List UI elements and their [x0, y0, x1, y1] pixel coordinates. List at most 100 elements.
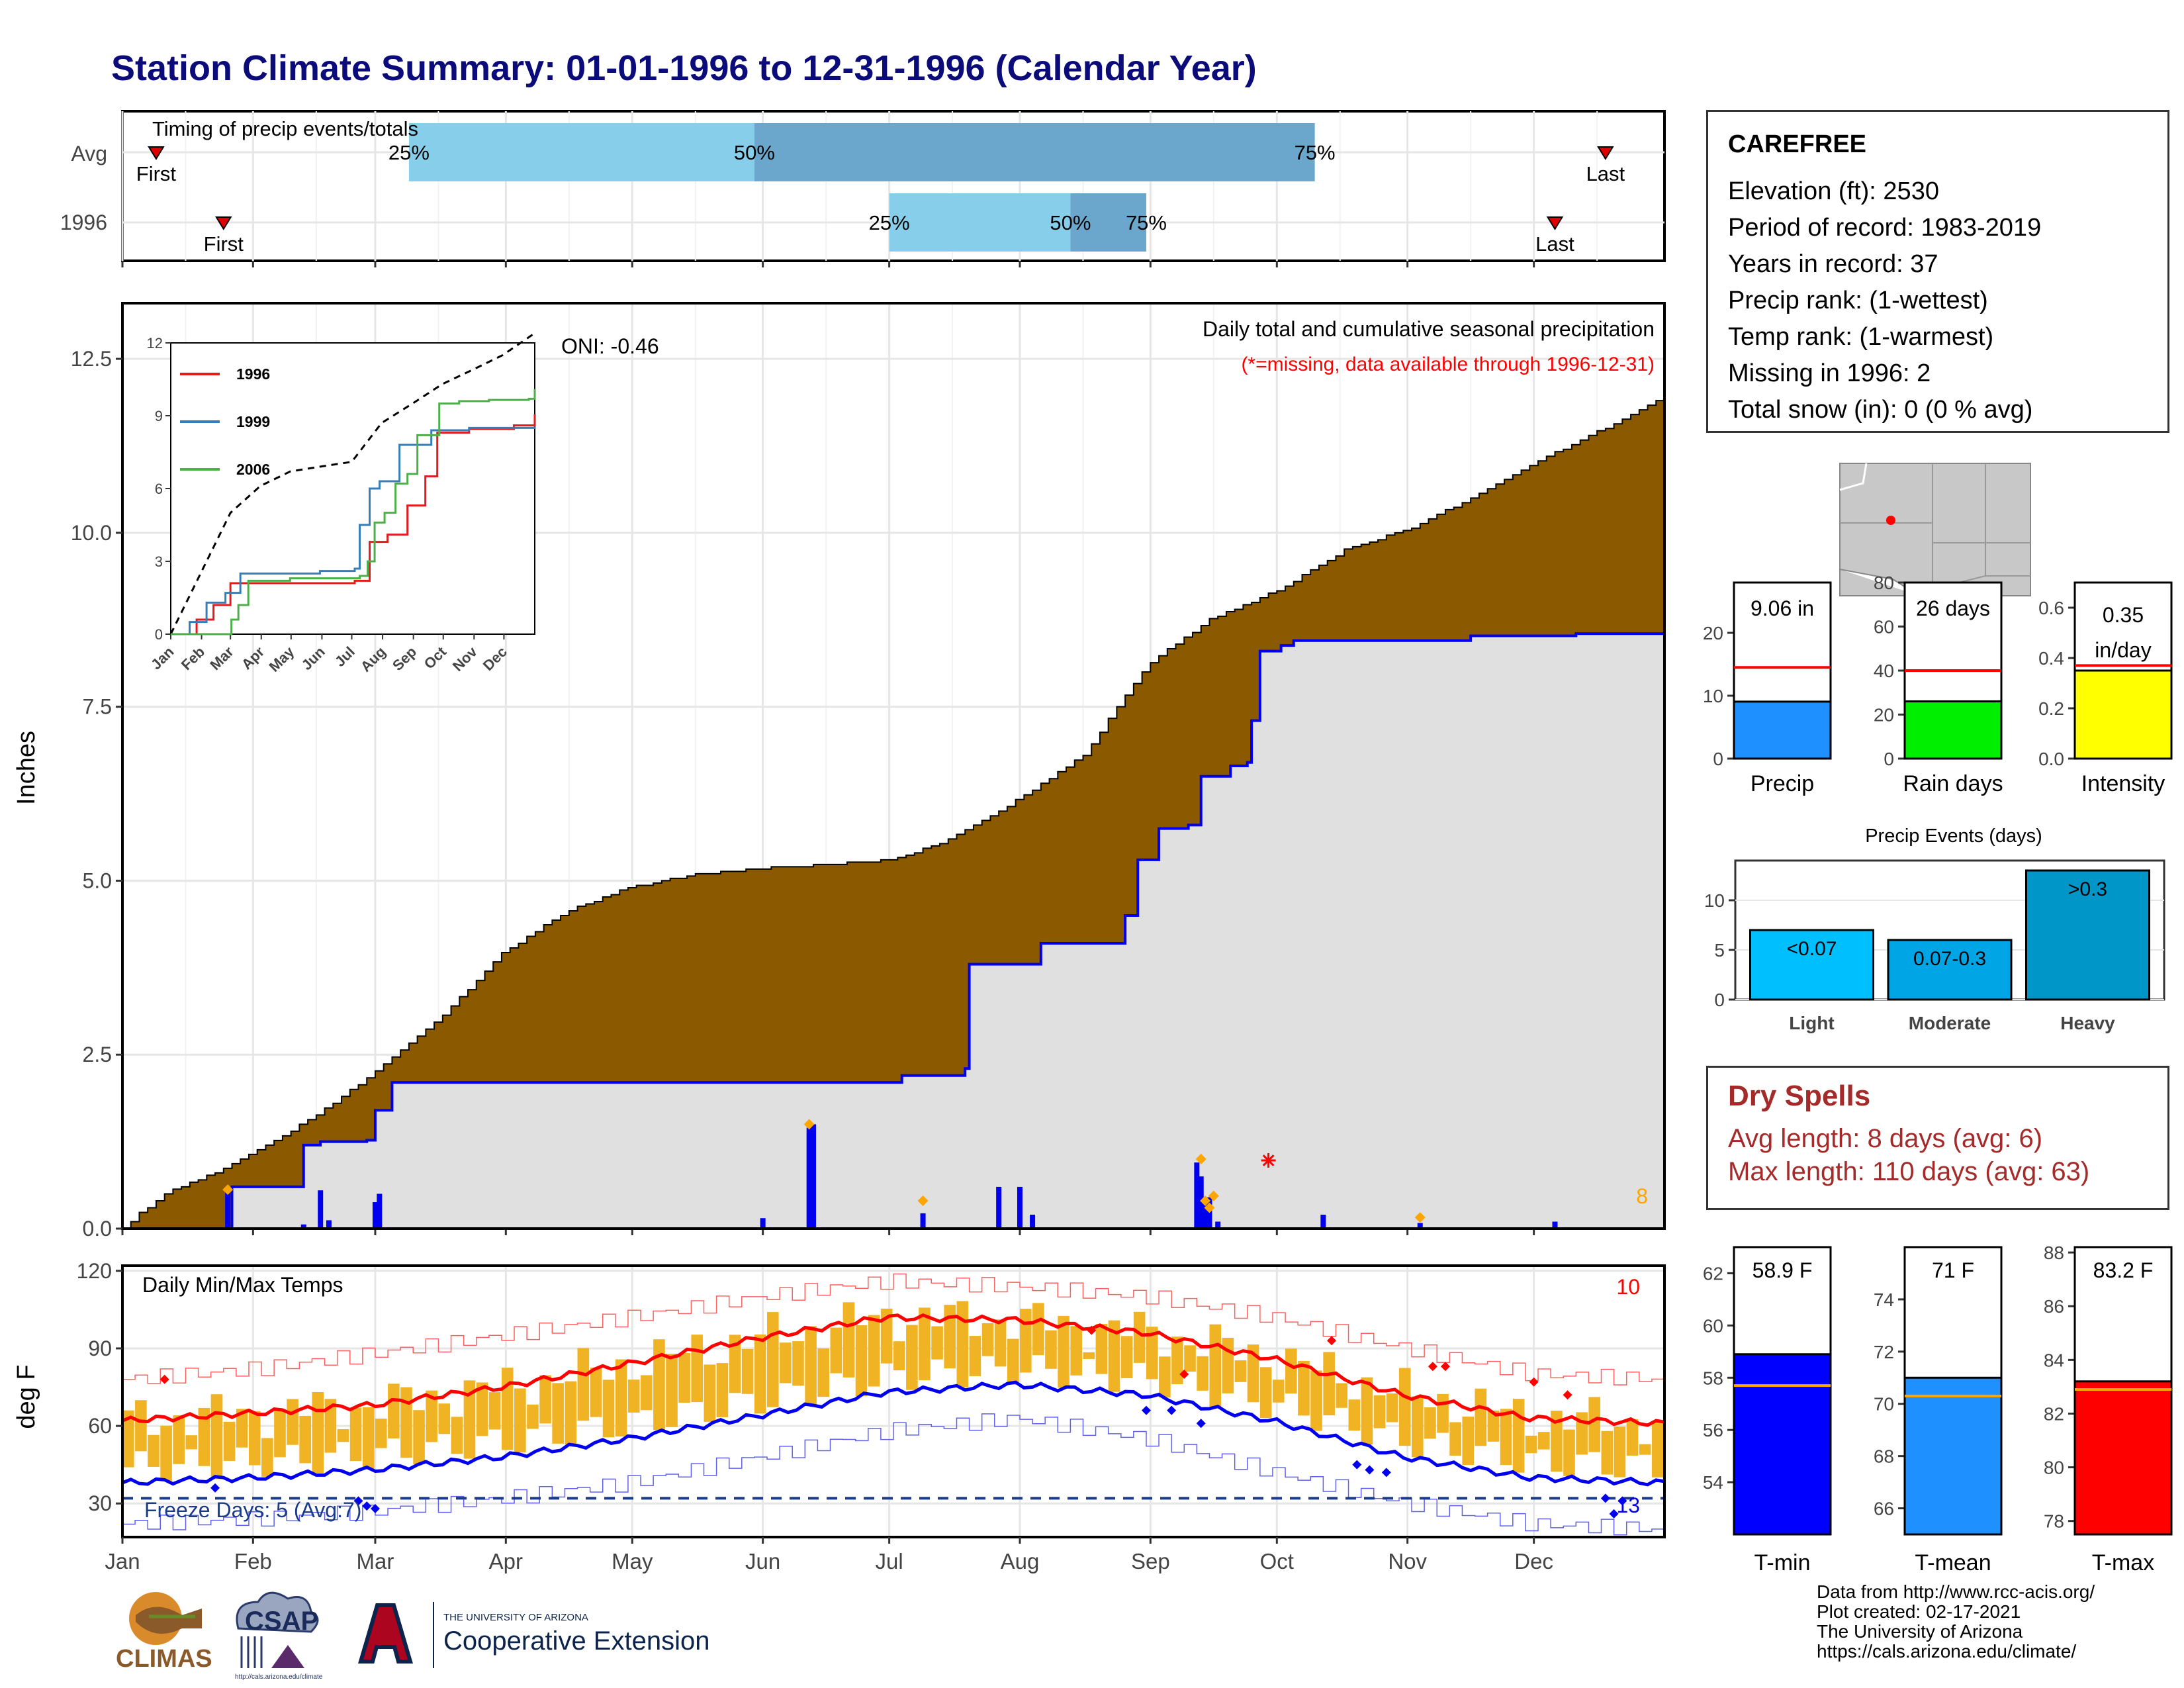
- ua-small-text: THE UNIVERSITY OF ARIZONA: [443, 1612, 588, 1623]
- tmean-ytick-label: 72: [1874, 1342, 1894, 1362]
- precip-events-chart: Precip Events (days) 0 5 10 <0.07 Light 0.07-…: [1704, 825, 2165, 1033]
- daily-temp-range-bar: [704, 1364, 716, 1422]
- daily-precip-bar: [1215, 1221, 1221, 1229]
- events-category-light: Light: [1789, 1013, 1834, 1033]
- daily-temp-range-bar: [830, 1327, 842, 1374]
- daily-temp-range-bar: [602, 1380, 615, 1438]
- inset-legend-label-1996: 1996: [236, 365, 270, 383]
- daily-precip-bar: [318, 1190, 324, 1229]
- daily-precip-bar: [300, 1224, 306, 1229]
- daily-temp-range-bar: [1336, 1383, 1348, 1408]
- tmax-axis-label: T-max: [2092, 1550, 2154, 1575]
- daily-temp-range-bar: [1348, 1399, 1361, 1431]
- tmin-ytick-label: 58: [1703, 1368, 1723, 1388]
- inset-legend-label-1999: 1999: [236, 413, 270, 430]
- record-low-marker: [1167, 1405, 1177, 1415]
- obs-cumulative-line: [122, 598, 1666, 1230]
- tmean-ytick-label: 70: [1874, 1394, 1894, 1415]
- credits: Data from http://www.rcc-acis.org/ Plot …: [1817, 1582, 2095, 1662]
- station-info-box: CAREFREE Elevation (ft): 2530 Period of …: [1706, 110, 2169, 433]
- month-label: Dec: [1514, 1549, 1553, 1573]
- record-low-marker: [210, 1483, 220, 1493]
- daily-precip-bar: [806, 1127, 812, 1229]
- tmax-ytick-label: 78: [2044, 1511, 2064, 1532]
- temp-ytick-label: 30: [88, 1491, 112, 1515]
- timing-last-label-avg: Last: [1586, 162, 1625, 185]
- daily-temp-range-bar: [627, 1380, 640, 1413]
- timing-bar-q2-avg: [754, 123, 1315, 181]
- climas-text: CLIMAS: [116, 1645, 212, 1673]
- daily-precip-bar: [372, 1202, 378, 1229]
- month-label: Nov: [1388, 1549, 1427, 1573]
- record-low-marker: [1617, 1496, 1627, 1506]
- missing-data-marker: [1261, 1152, 1276, 1168]
- daily-precip-bar: [1198, 1176, 1204, 1229]
- daily-precip-bar: [1203, 1200, 1208, 1229]
- tmean-axis-label: T-mean: [1915, 1550, 1991, 1575]
- tmax-value-label: 83.2 F: [2093, 1258, 2154, 1282]
- timing-p50-label-1996: 50%: [1050, 211, 1091, 234]
- daily-temp-range-bar: [868, 1315, 880, 1387]
- daily-precip-bar: [760, 1218, 766, 1229]
- daily-temp-range-bar: [185, 1435, 198, 1450]
- rain-days-ytick-label: 60: [1874, 617, 1894, 637]
- record-low-marker: [1381, 1468, 1391, 1477]
- month-label: May: [612, 1549, 653, 1573]
- daily-temp-range-bar: [488, 1392, 501, 1430]
- inset-series-line-1999: [171, 426, 536, 635]
- events-bar-heavy: [2025, 869, 2150, 1001]
- daily-temp-range-bar: [729, 1335, 741, 1393]
- month-label: Mar: [357, 1549, 394, 1573]
- obs-cumulative-area: [122, 598, 1664, 1229]
- daily-precip-bar: [920, 1213, 926, 1229]
- daily-temp-range-bar: [1247, 1344, 1259, 1403]
- station-precip-rank: Precip rank: (1-wettest): [1728, 287, 1988, 314]
- csap-url: http://cals.arizona.edu/climate: [235, 1673, 323, 1681]
- daily-temp-range-bar: [1614, 1427, 1626, 1477]
- record-low-marker: [362, 1501, 372, 1511]
- daily-precip-bar: [1320, 1214, 1326, 1229]
- timing-last-marker-avg: [1597, 146, 1614, 160]
- daily-temp-range-bar: [299, 1415, 311, 1464]
- intensity-value-label: 0.35: [2103, 603, 2144, 627]
- record-high-marker: [1179, 1370, 1189, 1379]
- events-bar-label-light: <0.07: [1787, 938, 1837, 960]
- daily-temp-range-bar: [1626, 1419, 1639, 1456]
- record-low-marker: [1609, 1509, 1619, 1519]
- precip-ytick-label: 0.0: [83, 1217, 112, 1241]
- intensity-axis-label: Intensity: [2081, 771, 2165, 796]
- events-bar-label-heavy: >0.3: [2068, 878, 2107, 900]
- location-map: [1839, 463, 2031, 596]
- record-precip-marker: [1208, 1190, 1219, 1201]
- missing-data-marker-stroke: [1262, 1154, 1275, 1166]
- rain-days-ytick-label: 0: [1884, 749, 1894, 769]
- daily-temp-range-bar: [1310, 1370, 1322, 1431]
- daily-temp-range-bar: [1601, 1430, 1614, 1475]
- daily-temp-range-bar: [792, 1341, 804, 1386]
- record-precip-marker: [222, 1184, 234, 1196]
- timing-row-1996: 1996: [60, 211, 107, 234]
- daily-temp-range-bar: [1197, 1356, 1208, 1391]
- daily-temp-range-bar: [919, 1307, 931, 1381]
- daily-temp-range-bar: [337, 1429, 349, 1442]
- daily-temp-range-bar: [666, 1353, 678, 1427]
- intensity-ytick-label: 0.6: [2038, 598, 2064, 618]
- events-ytick-label: 0: [1714, 990, 1725, 1010]
- intensity-ytick-label: 0.0: [2038, 749, 2064, 769]
- month-label: Feb: [234, 1549, 272, 1573]
- daily-temp-range-bar: [1500, 1409, 1512, 1466]
- inset-ytick-label: 9: [155, 408, 163, 424]
- daily-temp-range-bar: [767, 1312, 779, 1407]
- station-elevation: Elevation (ft): 2530: [1728, 177, 1939, 205]
- daily-temp-range-bar: [1285, 1348, 1297, 1394]
- month-label: Aug: [1001, 1549, 1040, 1573]
- record-low-marker: [1600, 1493, 1610, 1503]
- daily-temp-range-bar: [1032, 1303, 1044, 1356]
- daily-temp-range-bar: [1449, 1422, 1461, 1456]
- avg-max-line: [122, 1313, 1665, 1427]
- daily-temp-range-bar: [173, 1415, 185, 1464]
- rain-days-ytick-label: 20: [1874, 705, 1894, 726]
- record-low-marker: [370, 1504, 380, 1514]
- timing-first-marker-avg: [148, 146, 165, 160]
